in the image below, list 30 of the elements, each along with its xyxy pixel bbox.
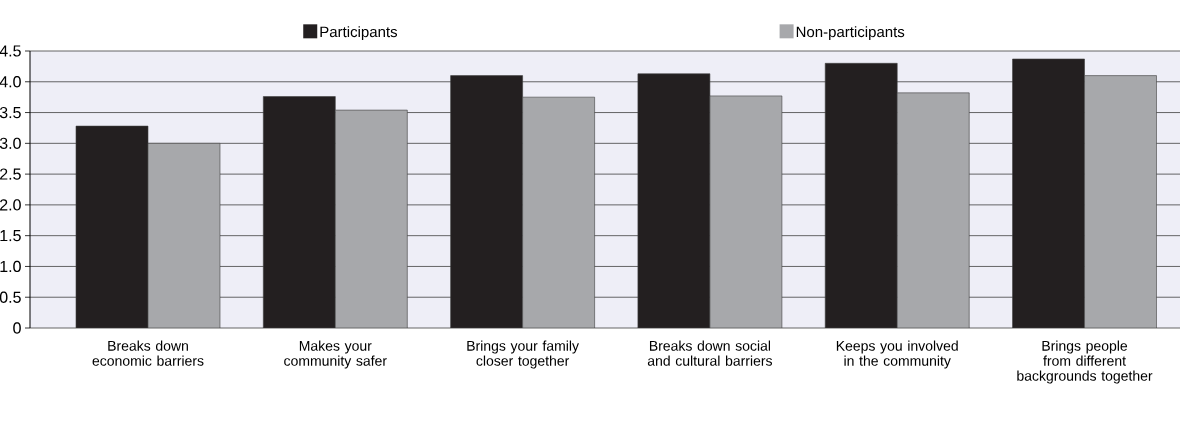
- bar: [1012, 58, 1085, 328]
- legend-label: Non-participants: [796, 26, 905, 41]
- bar: [824, 63, 898, 328]
- bar: [522, 96, 595, 328]
- legend-label: Participants: [320, 26, 398, 41]
- bar: [76, 126, 148, 328]
- y-tick-label: 2.0: [0, 199, 21, 211]
- y-tick-label: 3.0: [0, 137, 21, 149]
- bar: [637, 73, 711, 328]
- bar: [148, 143, 220, 328]
- bar: [335, 109, 408, 328]
- y-tick-label: 1.5: [0, 230, 21, 242]
- bar: [709, 95, 783, 328]
- bar: [1084, 75, 1157, 328]
- x-tick-label: Breaks down social and cultural barriers: [647, 340, 773, 366]
- y-tick-label: 1.0: [0, 260, 21, 273]
- y-tick-label: 2.5: [0, 168, 21, 180]
- y-tick-label: 4.5: [0, 45, 21, 57]
- x-tick-label: Keeps you involved in the community: [836, 340, 958, 369]
- bar: [896, 92, 970, 328]
- x-tick-label: Breaks down economic barriers: [92, 340, 204, 366]
- y-tick-label: 0.5: [0, 291, 21, 303]
- bar: [450, 75, 523, 328]
- y-tick-label: 3.5: [0, 106, 21, 119]
- x-tick-label: Makes your community safer: [284, 340, 387, 369]
- y-tick-label: 0: [13, 322, 21, 334]
- y-tick-label: 4.0: [0, 76, 21, 88]
- bar: [263, 96, 336, 328]
- x-tick-label: Brings people from different backgrounds together: [1017, 340, 1153, 384]
- x-tick-label: Brings your family closer together: [467, 340, 579, 369]
